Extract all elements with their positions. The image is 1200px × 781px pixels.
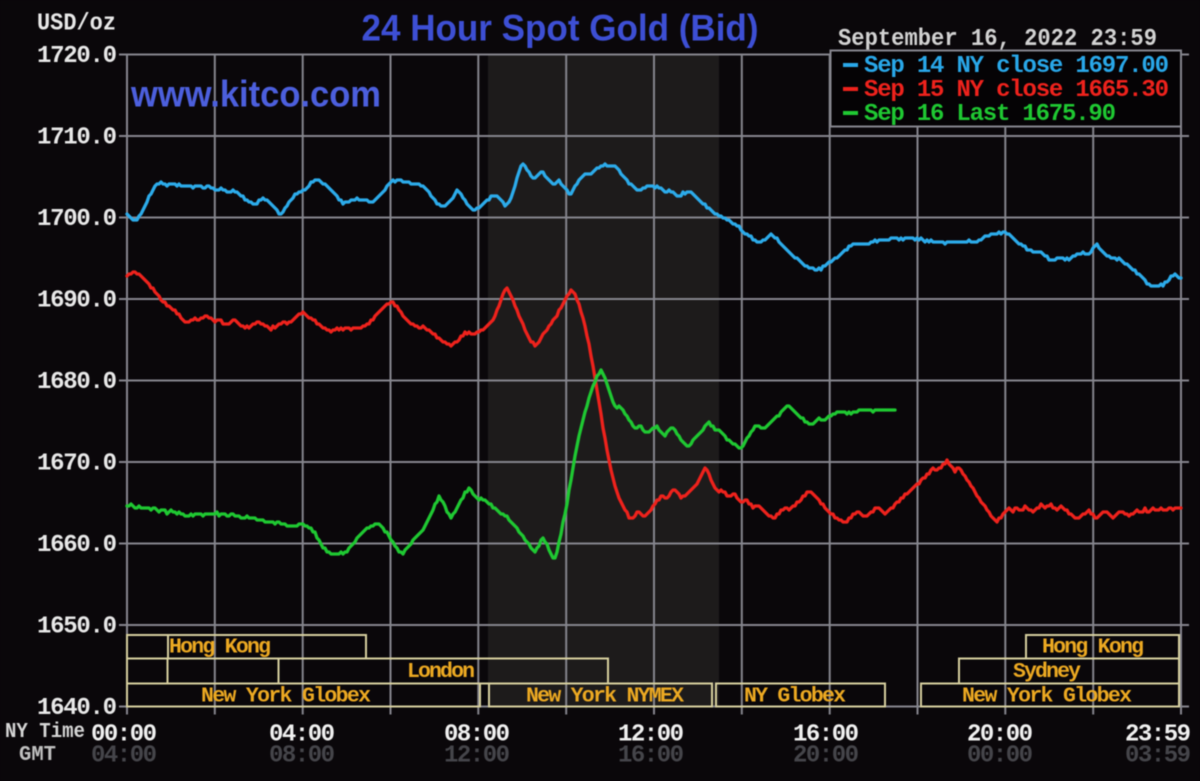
svg-text:20:00: 20:00	[967, 722, 1033, 749]
svg-text:London: London	[407, 660, 475, 684]
svg-text:1700.0: 1700.0	[37, 206, 117, 233]
svg-text:16:00: 16:00	[793, 722, 859, 749]
svg-text:04:00: 04:00	[91, 743, 157, 770]
svg-text:1680.0: 1680.0	[37, 369, 117, 396]
svg-text:04:00: 04:00	[269, 722, 335, 749]
svg-text:00:00: 00:00	[91, 722, 157, 749]
svg-text:Sep 14 NY close 1697.00: Sep 14 NY close 1697.00	[864, 53, 1169, 80]
svg-text:08:00: 08:00	[269, 743, 335, 770]
svg-text:Sep 16 Last 1675.90: Sep 16 Last 1675.90	[864, 101, 1116, 128]
svg-text:USD/oz: USD/oz	[37, 11, 116, 38]
svg-text:www.kitco.com: www.kitco.com	[130, 73, 381, 115]
svg-text:1690.0: 1690.0	[37, 288, 117, 315]
svg-text:23:59: 23:59	[1125, 722, 1191, 749]
svg-text:08:00: 08:00	[444, 722, 510, 749]
svg-text:00:00: 00:00	[967, 743, 1033, 770]
svg-text:Hong Kong: Hong Kong	[1042, 636, 1144, 660]
svg-text:12:00: 12:00	[618, 722, 684, 749]
svg-text:12:00: 12:00	[444, 743, 510, 770]
svg-text:1640.0: 1640.0	[37, 695, 117, 722]
svg-text:NY Time: NY Time	[5, 720, 85, 744]
svg-text:1710.0: 1710.0	[37, 125, 117, 152]
svg-text:New York NYMEX: New York NYMEX	[526, 685, 684, 709]
svg-text:Sydney: Sydney	[1013, 660, 1081, 684]
svg-text:1670.0: 1670.0	[37, 451, 117, 478]
svg-text:1660.0: 1660.0	[37, 532, 117, 559]
svg-text:NY Globex: NY Globex	[744, 685, 846, 709]
svg-text:New York Globex: New York Globex	[962, 685, 1132, 709]
svg-text:1650.0: 1650.0	[37, 614, 117, 641]
svg-text:24 Hour Spot Gold (Bid): 24 Hour Spot Gold (Bid)	[362, 8, 759, 49]
svg-text:Sep 15 NY close 1665.30: Sep 15 NY close 1665.30	[864, 77, 1169, 104]
svg-text:03:59: 03:59	[1125, 743, 1191, 770]
svg-text:GMT: GMT	[19, 743, 56, 767]
svg-text:16:00: 16:00	[618, 743, 684, 770]
svg-text:1720.0: 1720.0	[37, 43, 117, 70]
svg-text:September 16, 2022 23:59: September 16, 2022 23:59	[838, 26, 1157, 53]
svg-text:20:00: 20:00	[793, 743, 859, 770]
svg-text:New York Globex: New York Globex	[201, 685, 371, 709]
svg-text:Hong Kong: Hong Kong	[169, 636, 271, 660]
